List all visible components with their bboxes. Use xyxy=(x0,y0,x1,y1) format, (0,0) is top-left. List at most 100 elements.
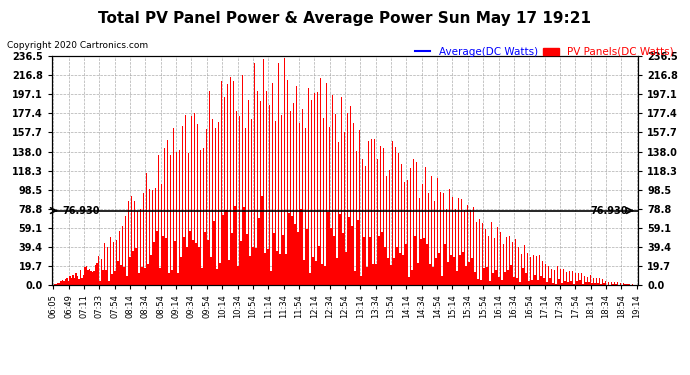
Bar xyxy=(482,224,483,285)
Bar xyxy=(387,258,388,285)
Bar xyxy=(397,153,399,285)
Bar xyxy=(509,236,510,285)
Bar xyxy=(77,276,78,285)
Bar xyxy=(88,269,90,285)
Bar xyxy=(161,184,162,285)
Bar xyxy=(336,258,337,285)
Bar xyxy=(522,268,524,285)
Bar xyxy=(99,281,101,285)
Bar xyxy=(192,240,193,285)
Bar xyxy=(549,278,551,285)
Bar xyxy=(112,242,114,285)
Bar xyxy=(61,280,63,285)
Bar xyxy=(350,106,351,285)
Bar xyxy=(199,150,201,285)
Bar xyxy=(437,178,438,285)
Bar xyxy=(66,278,68,285)
Bar xyxy=(500,232,501,285)
Bar xyxy=(188,153,189,285)
Bar xyxy=(453,256,455,285)
Bar xyxy=(69,276,70,285)
Bar xyxy=(622,284,624,285)
Bar xyxy=(331,94,333,285)
Bar xyxy=(471,258,473,285)
Bar xyxy=(373,139,375,285)
Bar xyxy=(406,180,408,285)
Bar xyxy=(362,159,363,285)
Bar xyxy=(491,222,492,285)
Bar xyxy=(557,266,558,285)
Bar xyxy=(447,262,448,285)
Bar xyxy=(190,116,192,285)
Bar xyxy=(457,198,459,285)
Bar xyxy=(68,281,69,285)
Bar xyxy=(390,265,391,285)
Bar xyxy=(168,273,170,285)
Bar xyxy=(417,262,419,285)
Bar xyxy=(261,196,262,285)
Bar xyxy=(466,205,468,285)
Bar xyxy=(359,130,360,285)
Bar xyxy=(212,119,213,285)
Bar xyxy=(604,281,606,285)
Bar xyxy=(164,148,165,285)
Bar xyxy=(310,100,312,285)
Bar xyxy=(55,284,57,285)
Bar xyxy=(318,246,319,285)
Bar xyxy=(440,192,441,285)
Bar xyxy=(124,216,126,285)
Bar xyxy=(231,233,233,285)
Bar xyxy=(465,266,466,285)
Bar xyxy=(473,207,474,285)
Bar xyxy=(335,114,336,285)
Bar xyxy=(531,280,533,285)
Bar xyxy=(537,280,538,285)
Bar xyxy=(114,272,115,285)
Bar xyxy=(629,284,630,285)
Bar xyxy=(174,241,175,285)
Bar xyxy=(224,97,225,285)
Bar xyxy=(248,100,249,285)
Bar xyxy=(302,109,303,285)
Bar xyxy=(74,278,75,285)
Bar xyxy=(460,199,462,285)
Bar xyxy=(230,77,231,285)
Bar xyxy=(580,273,582,285)
Bar xyxy=(299,123,300,285)
Bar xyxy=(271,83,273,285)
Bar xyxy=(413,159,414,285)
Bar xyxy=(90,270,92,285)
Bar xyxy=(366,267,368,285)
Bar xyxy=(258,218,259,285)
Bar xyxy=(102,270,103,285)
Bar xyxy=(237,266,239,285)
Bar xyxy=(189,231,190,285)
Bar xyxy=(291,216,293,285)
Bar xyxy=(546,282,547,285)
Bar xyxy=(198,247,199,285)
Bar xyxy=(585,282,586,285)
Bar xyxy=(611,282,612,285)
Bar xyxy=(543,278,544,285)
Bar xyxy=(148,189,150,285)
Bar xyxy=(552,283,553,285)
Bar xyxy=(93,271,95,285)
Bar xyxy=(369,237,371,285)
Bar xyxy=(226,84,228,285)
Bar xyxy=(244,129,246,285)
Bar xyxy=(464,210,465,285)
Bar xyxy=(488,236,489,285)
Bar xyxy=(217,123,219,285)
Bar xyxy=(582,284,584,285)
Bar xyxy=(337,142,339,285)
Bar xyxy=(293,103,294,285)
Bar xyxy=(504,272,506,285)
Bar xyxy=(553,270,555,285)
Bar xyxy=(162,236,164,285)
Bar xyxy=(282,235,284,285)
Bar xyxy=(202,147,204,285)
Bar xyxy=(57,283,59,285)
Bar xyxy=(542,261,543,285)
Bar xyxy=(468,262,469,285)
Bar xyxy=(276,251,277,285)
